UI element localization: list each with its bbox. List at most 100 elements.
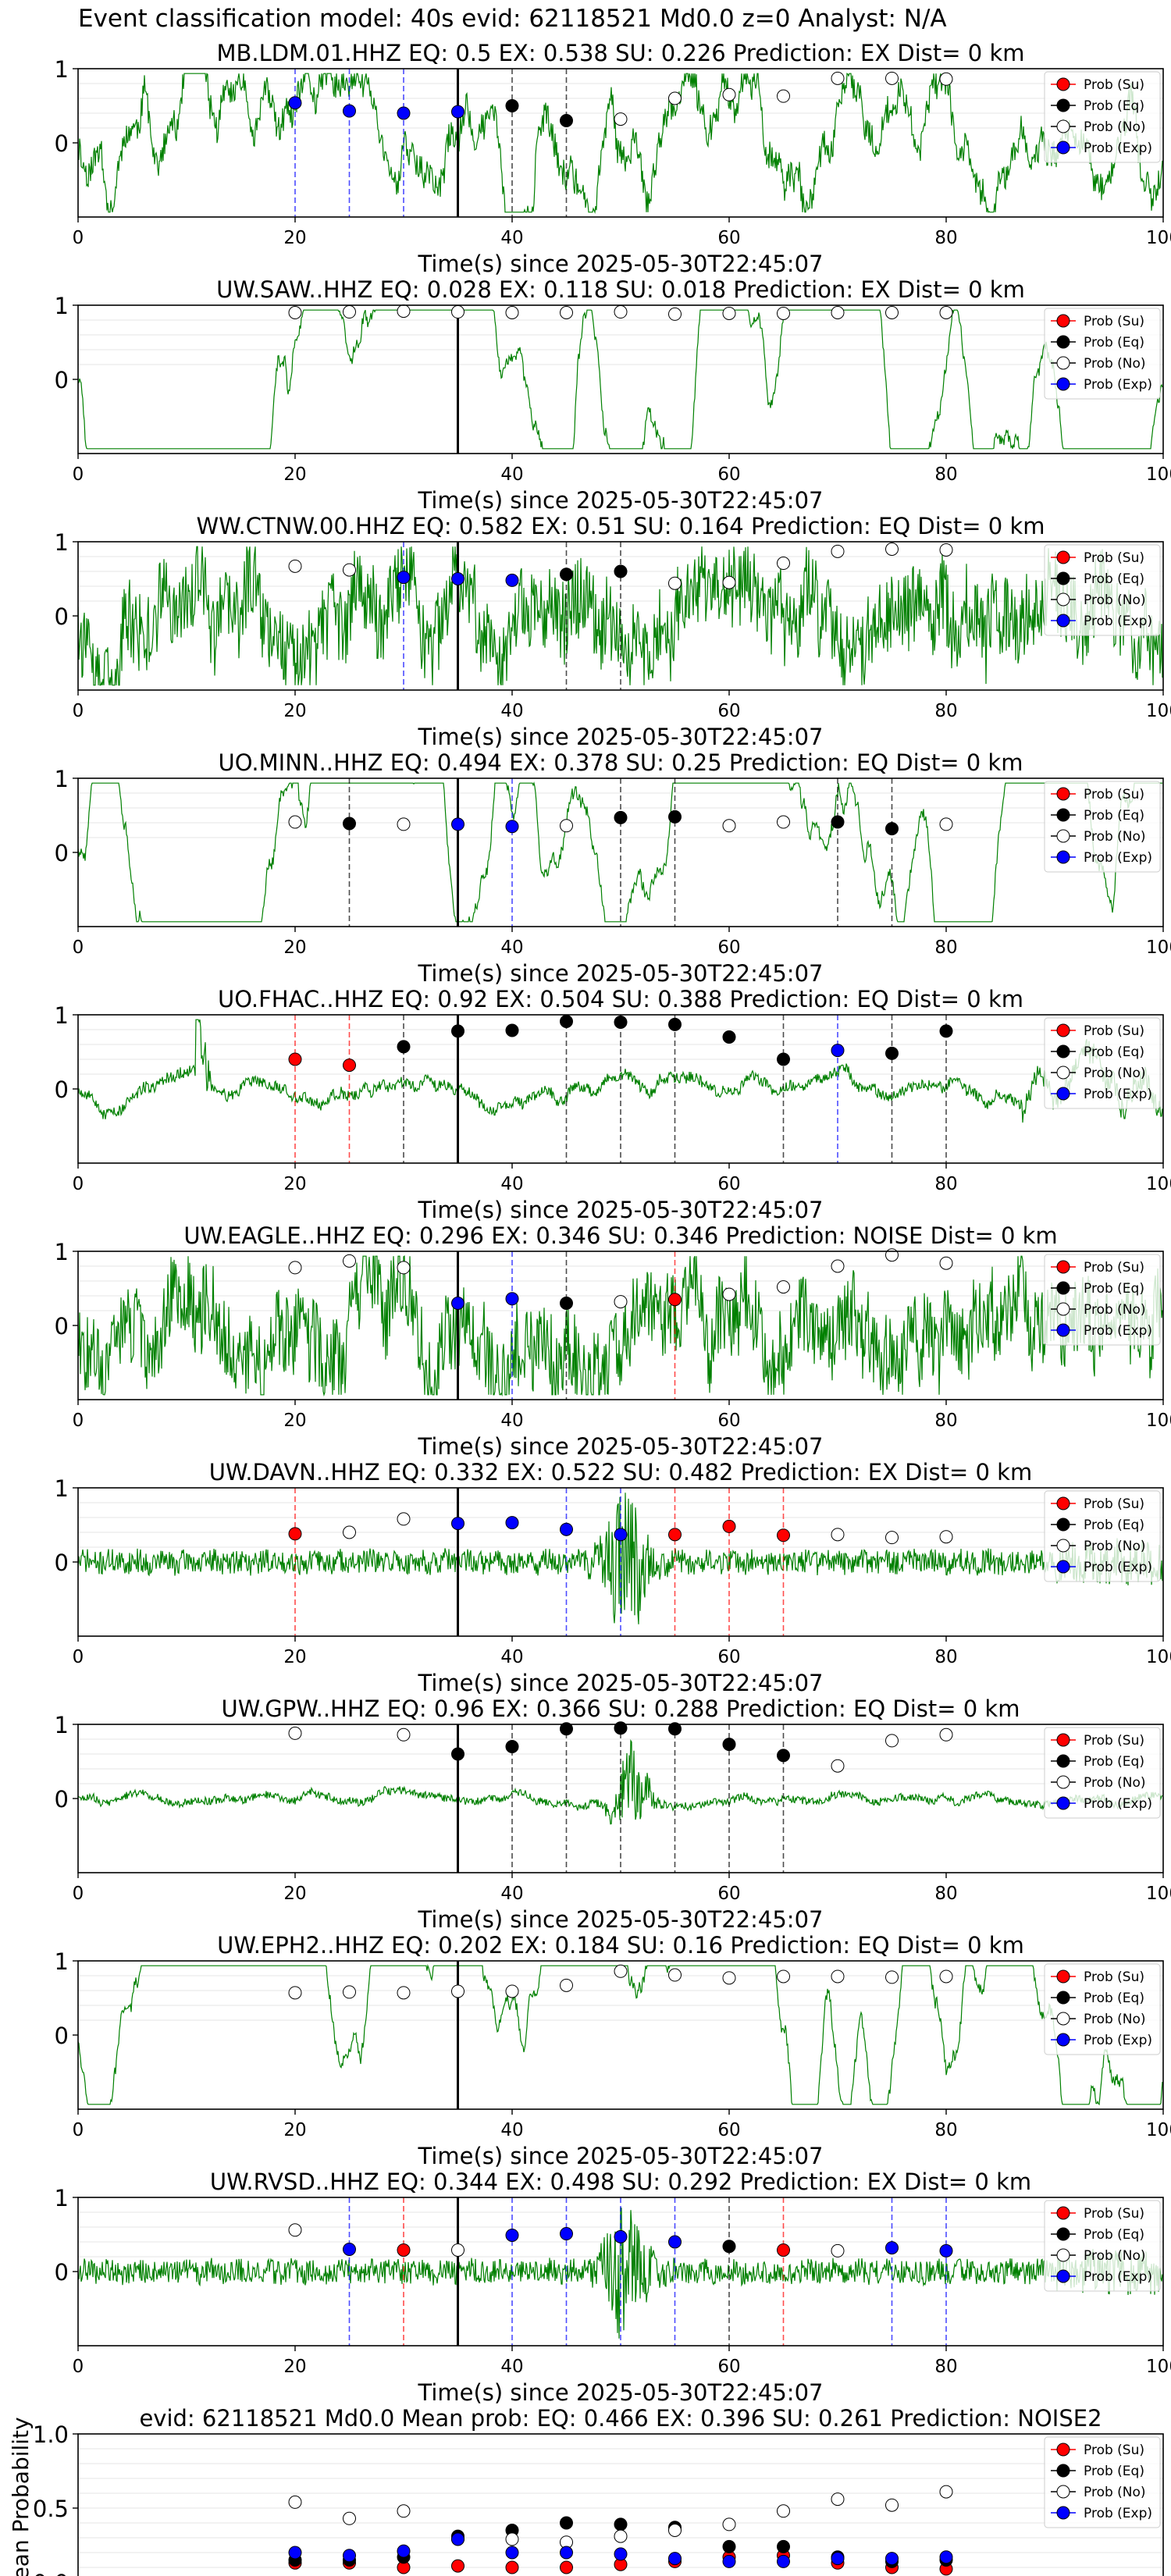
x-tick-label: 100 — [1146, 464, 1171, 485]
subplot-title: UO.FHAC..HHZ EQ: 0.92 EX: 0.504 SU: 0.38… — [218, 986, 1023, 1012]
mean-prob-point-no — [777, 2504, 790, 2518]
prob-point-exp — [885, 2241, 899, 2255]
prob-point-su — [722, 1519, 736, 1533]
x-axis-label: Time(s) since 2025-05-30T22:45:07 — [418, 1670, 824, 1696]
prob-point-no — [397, 1727, 411, 1742]
y-tick-label: 0 — [55, 367, 69, 393]
prob-point-no — [288, 1261, 302, 1275]
prob-point-eq — [885, 1046, 899, 1060]
legend-marker-eq — [1056, 2227, 1070, 2241]
x-tick-label: 20 — [283, 701, 306, 721]
y-tick-label: 1 — [55, 293, 69, 319]
prob-point-exp — [939, 2243, 953, 2258]
x-tick-label: 40 — [500, 464, 523, 485]
prob-point-exp — [505, 573, 519, 587]
prob-point-eq — [885, 822, 899, 836]
legend-label-exp: Prob (Exp) — [1084, 1796, 1152, 1812]
prob-point-eq — [939, 1024, 953, 1038]
prob-point-exp — [614, 1528, 628, 1542]
legend-label-eq: Prob (Eq) — [1084, 98, 1144, 114]
x-tick-label: 80 — [934, 464, 957, 485]
subplot-5: UO.FHAC..HHZ EQ: 0.92 EX: 0.504 SU: 0.38… — [55, 986, 1171, 1223]
waveform-trace — [78, 546, 1163, 686]
prob-point-no — [722, 306, 736, 320]
legend-marker-eq — [1056, 1991, 1070, 2005]
prob-point-su — [668, 1528, 682, 1542]
mean-prob-point-exp — [668, 2552, 682, 2566]
prob-point-no — [939, 1727, 953, 1742]
legend-label-eq: Prob (Eq) — [1084, 2227, 1144, 2243]
prob-point-no — [397, 817, 411, 831]
x-tick-label: 0 — [73, 1884, 84, 1904]
prob-point-exp — [451, 817, 464, 831]
legend-marker-exp — [1056, 1323, 1070, 1337]
prob-point-no — [288, 2223, 302, 2237]
prob-point-no — [777, 557, 790, 571]
plot-area — [78, 1961, 1163, 2109]
prob-point-eq — [668, 1722, 682, 1736]
legend-frame — [1044, 2436, 1161, 2528]
legend-label-su: Prob (Su) — [1084, 2443, 1144, 2458]
x-axis-label: Time(s) since 2025-05-30T22:45:07 — [418, 2379, 824, 2406]
prob-point-eq — [451, 1024, 464, 1038]
prob-point-no — [397, 1512, 411, 1526]
prob-point-no — [885, 306, 899, 319]
legend-frame — [1044, 1254, 1161, 1346]
x-tick-label: 60 — [717, 228, 740, 248]
legend-label-exp: Prob (Exp) — [1084, 2033, 1152, 2048]
x-tick-label: 60 — [717, 2357, 740, 2377]
prob-point-eq — [614, 1016, 628, 1029]
mean-prob-point-exp — [885, 2552, 899, 2566]
waveform-trace — [78, 1019, 1163, 1123]
prob-point-no — [722, 1287, 736, 1301]
legend-label-exp: Prob (Exp) — [1084, 377, 1152, 393]
mean-prob-point-no — [505, 2532, 519, 2546]
legend-label-no: Prob (No) — [1084, 356, 1146, 372]
prob-point-no — [668, 1968, 682, 1982]
x-axis-label: Time(s) since 2025-05-30T22:45:07 — [418, 251, 824, 277]
x-tick-label: 20 — [283, 1647, 306, 1667]
mean-prob-point-eq — [614, 2517, 628, 2532]
y-tick-label: 0 — [55, 2023, 69, 2049]
subplot-title: UW.EPH2..HHZ EQ: 0.202 EX: 0.184 SU: 0.1… — [217, 1932, 1024, 1959]
prob-point-no — [939, 1969, 953, 1984]
mean-prob-point-exp — [560, 2546, 573, 2560]
y-tick-label: 1 — [55, 529, 69, 556]
prob-point-exp — [397, 571, 411, 585]
x-tick-label: 20 — [283, 2120, 306, 2140]
legend-label-eq: Prob (Eq) — [1084, 335, 1144, 350]
legend-label-su: Prob (Su) — [1084, 2206, 1144, 2222]
mean-prob-point-exp — [343, 2549, 356, 2563]
prob-point-no — [831, 306, 845, 319]
prob-point-eq — [722, 1738, 736, 1752]
prob-point-no — [885, 71, 899, 85]
x-tick-label: 80 — [934, 1884, 957, 1904]
legend-label-su: Prob (Su) — [1084, 1969, 1144, 1985]
y-tick-label: 0 — [55, 130, 69, 157]
prob-point-su — [288, 1527, 302, 1541]
prob-point-no — [939, 1530, 953, 1544]
mean-prob-point-exp — [939, 2550, 953, 2564]
mean-prob-point-su — [451, 2559, 464, 2573]
waveform-trace — [78, 73, 1163, 215]
prob-point-no — [560, 819, 573, 833]
prob-point-exp — [451, 105, 464, 119]
legend-label-su: Prob (Su) — [1084, 314, 1144, 329]
legend-label-no: Prob (No) — [1084, 829, 1146, 845]
mean-prob-point-exp — [505, 2546, 519, 2560]
legend-marker-exp — [1056, 141, 1070, 155]
subplot-title: MB.LDM.01.HHZ EQ: 0.5 EX: 0.538 SU: 0.22… — [217, 40, 1025, 66]
prob-point-eq — [505, 99, 519, 112]
y-tick-label: 1 — [55, 1948, 69, 1975]
legend-marker-su — [1056, 77, 1070, 91]
subplot-title: evid: 62118521 Md0.0 Mean prob: EQ: 0.46… — [139, 2405, 1102, 2432]
x-tick-label: 0 — [73, 1647, 84, 1667]
prob-point-no — [885, 1248, 899, 1262]
x-tick-label: 20 — [283, 228, 306, 248]
prob-point-no — [288, 815, 302, 829]
prob-point-su — [343, 1059, 356, 1073]
legend-marker-exp — [1056, 2269, 1070, 2283]
legend-label-eq: Prob (Eq) — [1084, 808, 1144, 824]
x-tick-label: 20 — [283, 1884, 306, 1904]
y-tick-label: 1.0 — [33, 2421, 69, 2448]
